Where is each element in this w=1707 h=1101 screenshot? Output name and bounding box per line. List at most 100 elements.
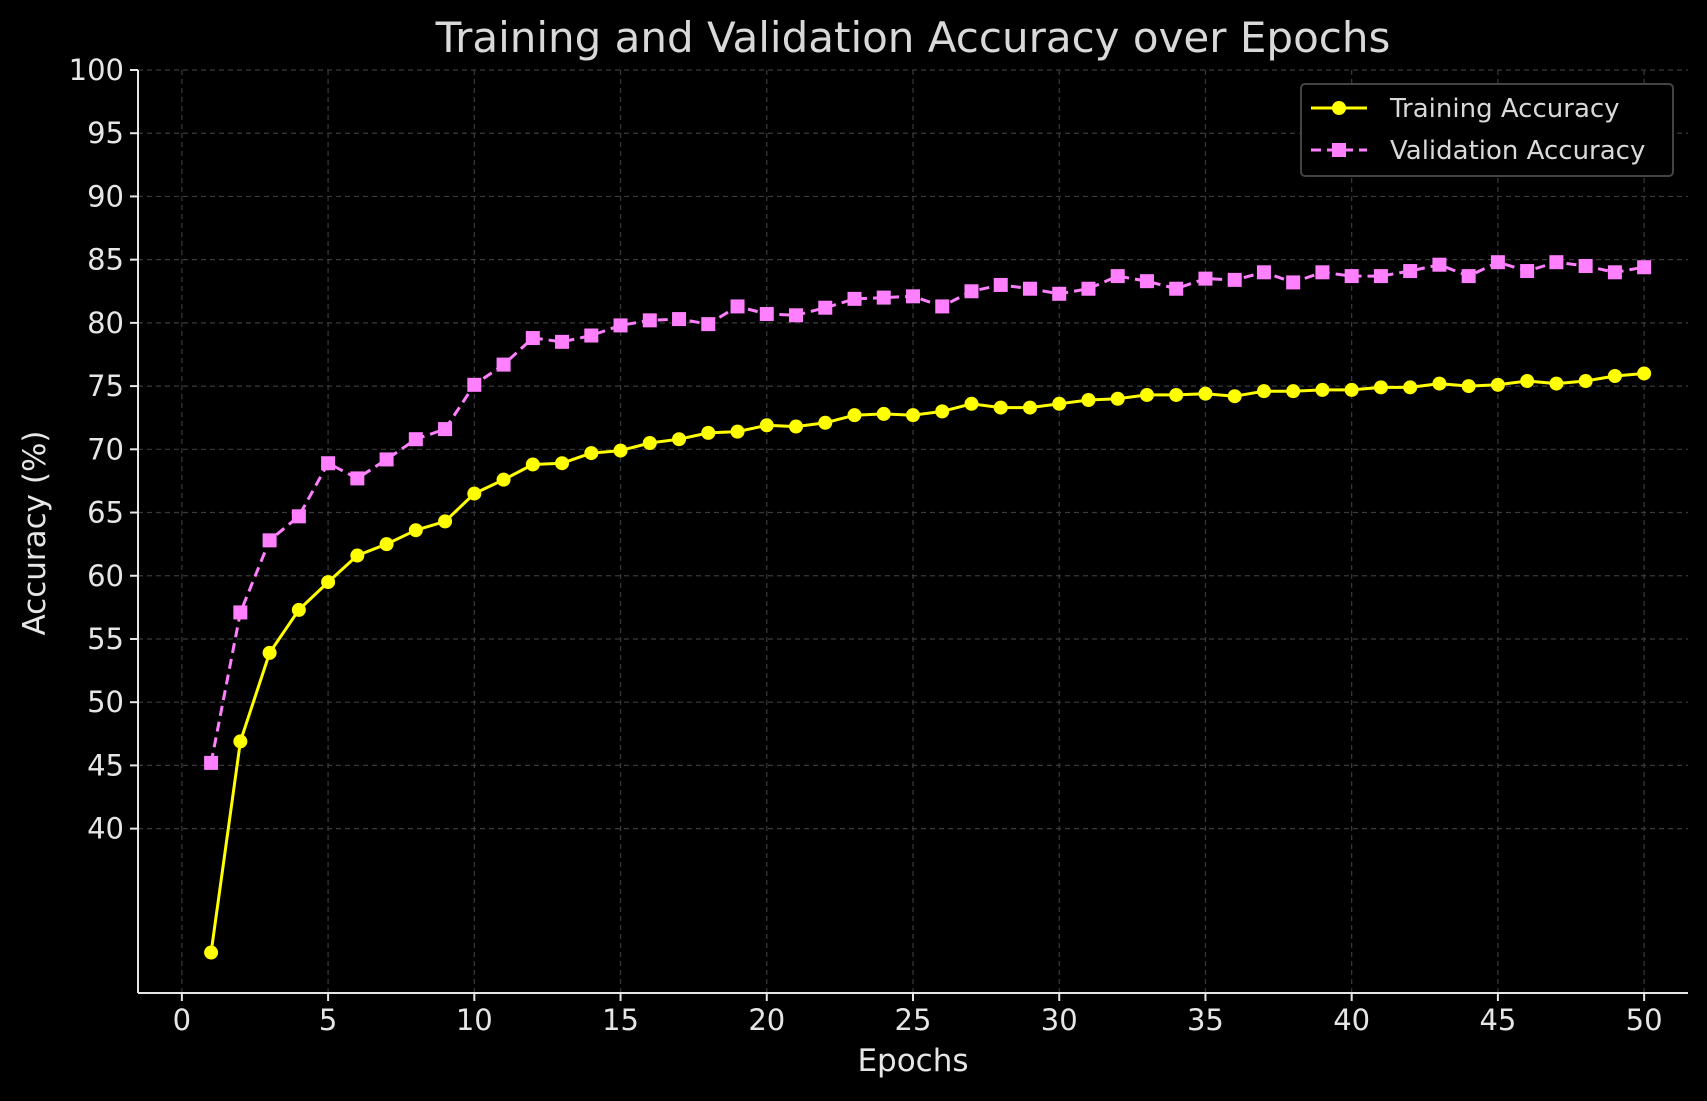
validation-point [1549,255,1564,270]
validation-point [1373,269,1388,284]
validation-point [350,471,365,486]
training-point [1198,386,1213,401]
training-point [555,456,570,471]
training-point [584,446,599,461]
validation-point [993,277,1008,292]
training-point [233,734,248,749]
x-tick-label: 15 [602,1003,639,1037]
y-tick-label: 80 [87,306,124,340]
validation-point [1139,274,1154,289]
training-point [1315,382,1330,397]
validation-point [789,308,804,323]
training-point [847,408,862,423]
training-point [1022,400,1037,415]
training-point [379,537,394,552]
validation-point [1227,272,1242,287]
training-point [730,424,745,439]
validation-point [233,605,248,620]
validation-point [1432,257,1447,272]
legend-training-marker [1332,101,1346,115]
validation-point [262,533,277,548]
validation-point [1198,271,1213,286]
validation-point [1607,265,1622,280]
training-point [1520,374,1535,389]
validation-point [1052,286,1067,301]
training-point [876,406,891,421]
legend-validation-label: Validation Accuracy [1390,136,1645,166]
training-point [467,486,482,501]
validation-point [1022,281,1037,296]
validation-point [584,328,599,343]
x-tick-label: 10 [456,1003,493,1037]
y-tick-label: 40 [87,812,124,846]
training-point [993,400,1008,415]
training-point [525,457,540,472]
validation-point [847,291,862,306]
validation-point [1256,265,1271,280]
training-point [1578,374,1593,389]
training-point [350,548,365,563]
validation-point [613,318,628,333]
training-point [1227,389,1242,404]
training-point [1344,382,1359,397]
validation-point [642,313,657,328]
validation-point [730,299,745,314]
training-point [1256,384,1271,399]
x-tick-label: 40 [1333,1003,1370,1037]
validation-point [379,452,394,467]
validation-point [1461,269,1476,284]
x-axis-label: Epochs [857,1043,968,1079]
x-tick-label: 45 [1479,1003,1516,1037]
legend-training-label: Training Accuracy [1389,94,1620,124]
validation-point [1578,258,1593,273]
validation-point [555,334,570,349]
validation-point [759,307,774,322]
training-point [1286,384,1301,399]
validation-point [321,456,336,471]
training-point [1169,387,1184,402]
legend-validation-marker [1332,143,1346,157]
axes: 0 5 10 15 20 25 30 35 40 45 50 40 45 50 55 60 65 70 75 80 85… [69,53,1688,1037]
y-tick-label: 60 [87,559,124,593]
y-tick-label: 100 [69,53,124,87]
validation-point [672,312,687,327]
validation-point [1169,281,1184,296]
legend-box [1300,83,1674,177]
validation-point [496,357,511,372]
validation-point [935,299,950,314]
training-point [1549,376,1564,391]
validation-point [1403,264,1418,279]
training-point [642,435,657,450]
training-point [1081,393,1096,408]
x-tick-label: 0 [173,1003,191,1037]
validation-point [467,377,482,392]
y-tick-label: 65 [87,496,124,530]
validation-point [906,289,920,304]
validation-point [701,317,716,332]
y-tick-label: 50 [87,685,124,719]
training-point [672,432,687,447]
training-point [935,404,950,419]
training-point [262,645,277,660]
training-point [1432,376,1447,391]
training-point [1139,387,1154,402]
y-tick-label: 45 [87,748,124,782]
validation-point [1344,269,1359,284]
validation-point [1637,260,1652,275]
training-point [818,415,833,430]
x-tick-label: 30 [1041,1003,1078,1037]
training-point [613,443,628,458]
training-point [496,472,511,487]
training-point [1052,396,1067,411]
validation-point [1081,281,1096,296]
x-tick-label: 5 [319,1003,337,1037]
x-tick-label: 25 [895,1003,932,1037]
training-point [204,945,219,960]
training-point [408,523,423,538]
validation-point [1520,264,1535,279]
training-point [291,602,306,617]
validation-point [1110,269,1125,284]
training-point [1637,366,1652,381]
